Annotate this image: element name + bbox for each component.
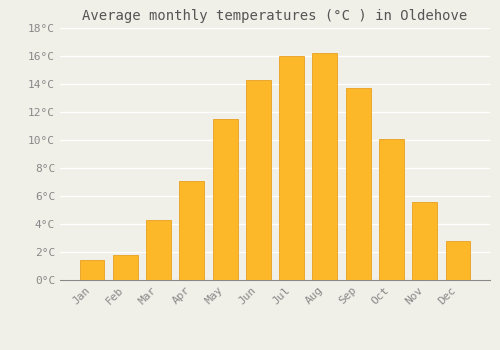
Bar bbox=[279, 56, 304, 280]
Bar bbox=[312, 53, 338, 280]
Bar bbox=[412, 202, 437, 280]
Bar bbox=[146, 220, 171, 280]
Bar bbox=[113, 255, 138, 280]
Bar bbox=[80, 260, 104, 280]
Bar bbox=[346, 88, 370, 280]
Bar bbox=[180, 181, 204, 280]
Bar bbox=[446, 241, 470, 280]
Bar bbox=[212, 119, 238, 280]
Bar bbox=[379, 139, 404, 280]
Bar bbox=[246, 80, 271, 280]
Title: Average monthly temperatures (°C ) in Oldehove: Average monthly temperatures (°C ) in Ol… bbox=[82, 9, 468, 23]
